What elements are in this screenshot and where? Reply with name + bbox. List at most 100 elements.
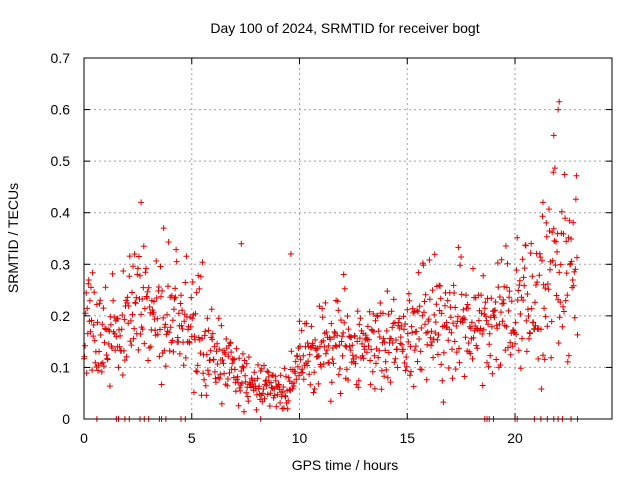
data-point <box>238 368 245 374</box>
data-point <box>563 270 570 277</box>
data-point <box>550 169 557 176</box>
data-point <box>487 352 494 359</box>
data-point <box>408 323 415 330</box>
data-point <box>417 348 424 355</box>
data-point <box>82 342 89 349</box>
data-point <box>564 358 571 365</box>
data-point <box>421 298 428 305</box>
data-point <box>540 352 546 359</box>
data-point <box>141 305 148 312</box>
data-point <box>107 321 114 328</box>
data-point <box>216 346 223 353</box>
data-point <box>113 333 120 340</box>
data-point <box>378 386 385 393</box>
data-point <box>468 319 475 326</box>
data-point <box>513 267 520 274</box>
data-point <box>285 397 292 404</box>
data-point <box>109 270 116 277</box>
data-point <box>228 349 235 356</box>
data-point <box>245 398 252 405</box>
data-point <box>146 304 153 310</box>
data-point <box>183 253 190 260</box>
data-point <box>256 383 263 390</box>
data-point <box>415 269 422 276</box>
data-point <box>482 313 489 320</box>
data-point <box>345 326 352 333</box>
data-point <box>521 265 528 272</box>
data-point <box>450 320 457 327</box>
data-point <box>480 326 487 333</box>
x-tick-label: 10 <box>292 430 308 446</box>
data-point <box>155 284 162 290</box>
data-point <box>562 297 569 304</box>
data-point <box>204 315 211 322</box>
data-point <box>306 371 313 378</box>
data-point <box>523 348 530 355</box>
data-point <box>446 326 453 333</box>
data-point <box>96 300 103 307</box>
data-point <box>101 339 108 346</box>
data-point <box>512 340 518 347</box>
data-point <box>556 314 563 321</box>
data-point <box>410 383 417 390</box>
data-point <box>193 289 200 296</box>
data-point <box>463 292 469 299</box>
data-point <box>466 323 473 330</box>
data-point <box>88 284 94 291</box>
data-point <box>182 279 189 286</box>
data-point <box>449 375 456 382</box>
data-point <box>219 357 226 363</box>
data-point <box>334 298 341 305</box>
data-point <box>293 352 300 359</box>
data-point <box>545 286 552 293</box>
data-point <box>520 297 527 304</box>
data-point <box>533 282 539 288</box>
data-point <box>330 360 337 367</box>
data-point <box>145 284 152 291</box>
data-point <box>480 272 487 279</box>
data-point <box>456 345 462 352</box>
data-point <box>178 292 184 299</box>
data-point <box>91 337 98 344</box>
data-point <box>563 238 570 245</box>
data-point <box>106 328 113 334</box>
data-point <box>369 368 376 375</box>
data-point <box>492 307 499 314</box>
data-point <box>498 309 504 316</box>
data-point <box>537 254 544 261</box>
data-point <box>431 251 438 258</box>
data-point <box>110 297 117 304</box>
data-point <box>164 311 170 318</box>
data-point <box>144 288 151 295</box>
data-point <box>435 351 441 358</box>
data-point <box>154 315 161 322</box>
data-point <box>130 263 136 270</box>
data-point <box>568 236 575 242</box>
data-point <box>173 246 180 253</box>
data-point <box>158 381 165 388</box>
data-point <box>430 354 437 361</box>
data-point <box>274 391 281 398</box>
data-point <box>218 400 225 407</box>
data-point <box>478 292 485 299</box>
data-point <box>271 392 278 399</box>
data-point <box>525 313 532 319</box>
data-point <box>415 308 421 315</box>
data-point <box>409 329 416 336</box>
x-axis-label: GPS time / hours <box>292 457 399 473</box>
data-point <box>455 244 462 251</box>
data-point <box>422 321 428 328</box>
data-point <box>306 351 313 358</box>
data-point <box>157 263 164 270</box>
data-point <box>472 294 479 301</box>
data-point <box>562 215 569 222</box>
data-point <box>424 329 431 336</box>
data-point <box>319 314 326 321</box>
data-point <box>488 323 495 330</box>
data-point <box>419 312 426 319</box>
data-point <box>260 386 267 393</box>
data-point <box>485 321 492 328</box>
data-point <box>385 311 392 318</box>
data-point <box>382 358 389 365</box>
